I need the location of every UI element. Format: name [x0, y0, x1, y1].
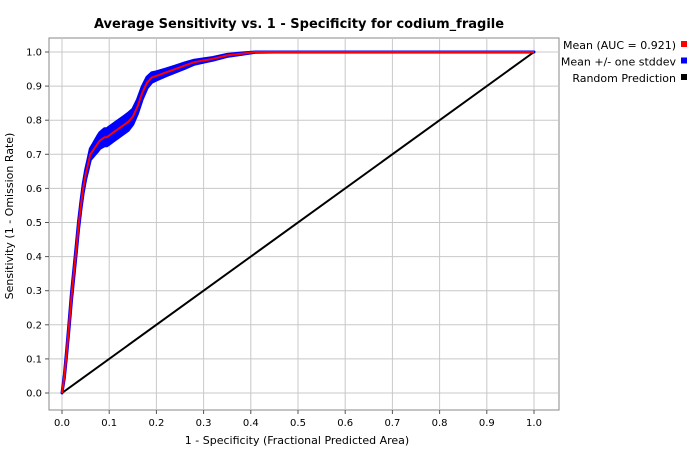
x-axis-label: 1 - Specificity (Fractional Predicted Ar…	[185, 434, 409, 447]
plot-area	[48, 37, 560, 411]
x-axis-ticks: 0.0 0.1 0.2 0.3 0.4 0.5 0.6 0.7 0.8 0.9 1.0	[54, 410, 542, 429]
y-tick-label: 0.4	[26, 252, 42, 263]
chart-title: Average Sensitivity vs. 1 - Specificity …	[94, 17, 504, 32]
random-prediction-line	[61, 51, 535, 394]
x-tick-label: 0.8	[432, 418, 448, 429]
x-tick-label: 0.0	[54, 418, 70, 429]
y-tick-label: 0.1	[26, 354, 42, 365]
x-tick-label: 0.7	[384, 418, 400, 429]
x-tick-label: 0.2	[148, 418, 164, 429]
legend: Mean (AUC = 0.921) Mean +/- one stddev Ran…	[561, 39, 687, 85]
legend-swatch	[681, 57, 687, 64]
y-tick-label: 1.0	[26, 48, 42, 59]
x-tick-label: 0.6	[337, 418, 353, 429]
legend-swatch	[681, 74, 687, 80]
legend-swatch	[681, 41, 687, 47]
x-tick-label: 0.3	[196, 418, 212, 429]
x-tick-label: 1.0	[526, 418, 542, 429]
x-tick-label: 0.4	[243, 418, 259, 429]
y-tick-label: 0.9	[26, 82, 42, 93]
y-tick-label: 0.2	[26, 320, 42, 331]
legend-label: Mean (AUC = 0.921)	[563, 39, 676, 52]
y-axis-ticks: 0.0 0.1 0.2 0.3 0.4 0.5 0.6 0.7 0.8 0.9 1.0	[26, 48, 49, 400]
y-tick-label: 0.5	[26, 218, 42, 229]
legend-label: Mean +/- one stddev	[561, 56, 677, 69]
x-tick-label: 0.9	[479, 418, 495, 429]
mean-roc-line	[61, 51, 534, 394]
y-tick-label: 0.0	[26, 389, 42, 400]
x-tick-label: 0.5	[290, 418, 306, 429]
y-tick-label: 0.8	[26, 116, 42, 127]
y-tick-label: 0.3	[26, 286, 42, 297]
y-axis-label: Sensitivity (1 - Omission Rate)	[3, 133, 16, 300]
y-tick-label: 0.6	[26, 184, 42, 195]
x-tick-label: 0.1	[101, 418, 117, 429]
legend-label: Random Prediction	[572, 72, 676, 85]
y-tick-label: 0.7	[26, 150, 42, 161]
series-layer	[60, 50, 536, 395]
